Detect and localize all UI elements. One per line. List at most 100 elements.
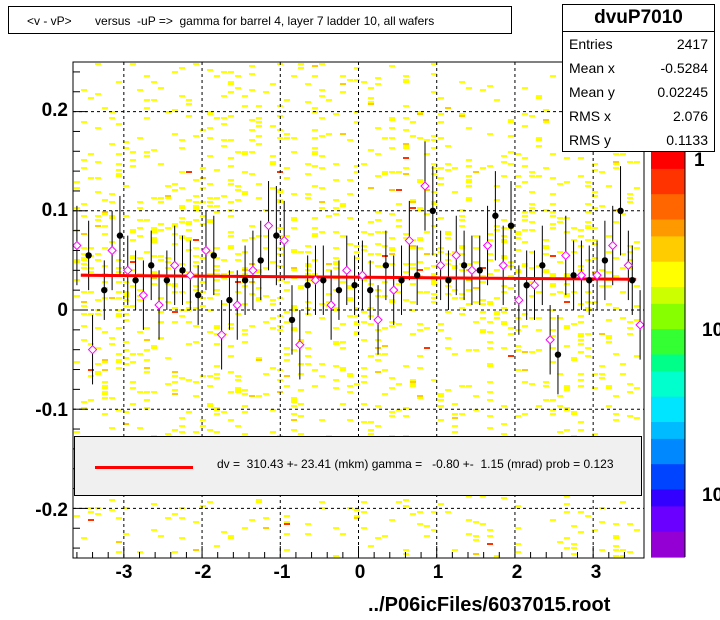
histogram-cell [529,281,535,283]
histogram-cell [522,381,528,383]
histogram-cell [459,81,465,83]
histogram-cell [186,223,192,225]
histogram-cell [438,323,444,325]
histogram-cell [431,135,437,137]
histogram-cell [200,281,206,283]
histogram-cell [375,265,381,267]
open-point [279,235,289,246]
histogram-cell [480,523,486,525]
palette-cell [651,152,685,162]
histogram-cell [501,433,507,435]
histogram-cell [263,321,269,323]
histogram-cell [116,175,122,177]
histogram-cell [578,385,584,387]
histogram-cell [137,391,143,393]
histogram-cell [466,495,472,497]
histogram-cell [347,79,353,81]
x-tick-label: 0 [354,562,366,583]
histogram-cell [515,527,521,529]
histogram-cell [235,75,241,77]
histogram-cell [95,313,101,315]
histogram-cell [214,269,220,271]
histogram-cell [459,269,465,271]
histogram-cell [361,527,367,529]
histogram-cell [585,301,591,303]
histogram-cell [207,405,213,407]
histogram-cell [200,305,206,307]
histogram-cell [81,263,87,265]
histogram-cell [438,97,444,99]
histogram-cell [186,221,192,223]
histogram-cell [200,129,206,131]
histogram-cell [284,375,290,377]
histogram-cell [515,317,521,319]
histogram-cell [613,549,619,551]
histogram-cell [445,145,451,147]
histogram-cell [473,321,479,323]
histogram-cell [263,373,269,375]
histogram-cell [424,231,430,233]
histogram-cell [403,75,409,77]
histogram-cell [347,315,353,317]
histogram-cell [165,227,171,229]
histogram-cell [326,293,332,295]
histogram-cell [200,297,206,299]
histogram-cell [130,151,136,153]
histogram-cell [410,207,416,209]
histogram-cell [347,285,353,287]
stats-row-mean-y: Mean y 0.02245 [563,80,714,104]
histogram-cell [543,399,549,401]
histogram-cell [137,227,143,229]
histogram-cell [606,251,612,253]
histogram-cell [578,373,584,375]
open-point [169,260,180,271]
histogram-cell [389,377,395,379]
histogram-cell [389,321,395,323]
open-point [185,270,196,280]
histogram-cell [634,529,640,531]
histogram-cell [88,519,94,521]
histogram-cell [543,167,549,169]
histogram-cell [438,217,444,219]
histogram-cell [445,237,451,239]
histogram-cell [256,105,262,107]
histogram-cell [116,271,122,273]
histogram-cell [431,167,437,169]
histogram-cell [81,301,87,303]
histogram-cell [389,119,395,121]
histogram-cell [522,241,528,243]
open-point [545,335,555,345]
histogram-cell [179,291,185,293]
open-point [263,220,274,231]
histogram-cell [368,103,374,105]
histogram-cell [102,247,108,249]
histogram-cell [263,247,269,249]
histogram-cell [606,405,612,407]
histogram-cell [368,315,374,317]
histogram-cell [396,501,402,503]
histogram-cell [291,397,297,399]
histogram-cell [431,275,437,277]
histogram-cell [543,119,549,121]
histogram-cell [410,383,416,385]
histogram-cell [340,75,346,77]
histogram-cell [466,159,472,161]
histogram-cell [228,391,234,393]
histogram-cell [137,551,143,553]
histogram-cell [487,253,493,255]
filled-point [288,316,296,324]
histogram-cell [501,311,507,313]
palette-cell [651,160,685,170]
histogram-cell [312,147,318,149]
palette-cell [651,540,685,550]
histogram-cell [487,391,493,393]
histogram-cell [445,231,451,233]
histogram-cell [550,153,556,155]
histogram-cell [599,521,605,523]
histogram-cell [256,135,262,137]
histogram-cell [214,279,220,281]
histogram-cell [172,71,178,73]
histogram-cell [340,281,346,283]
histogram-cell [312,151,318,153]
histogram-cell [431,73,437,75]
